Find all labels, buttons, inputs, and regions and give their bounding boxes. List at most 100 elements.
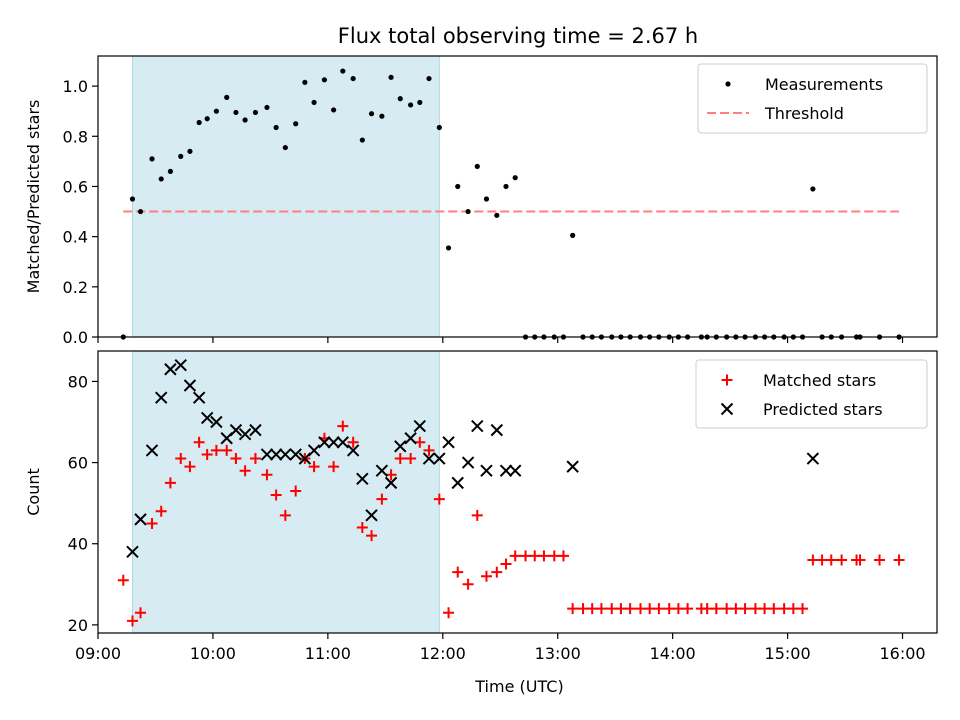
- measurement-point: [242, 117, 248, 123]
- y-axis-label: Count: [24, 468, 43, 516]
- measurement-point: [408, 102, 414, 108]
- matched-star-point: [520, 550, 532, 562]
- predicted-star-point: [346, 444, 360, 457]
- matched-star-point: [529, 550, 541, 562]
- matched-star-point: [606, 603, 618, 615]
- y-tick-label: 60: [68, 454, 88, 473]
- legend-threshold-label: Threshold: [764, 104, 844, 123]
- matched-star-point: [797, 603, 809, 615]
- predicted-star-point: [375, 464, 389, 477]
- predicted-star-point: [269, 448, 283, 461]
- matched-star-point: [452, 566, 464, 578]
- matched-star-point: [595, 603, 607, 615]
- matched-star-point: [807, 554, 819, 566]
- x-tick-label: 16:00: [879, 644, 925, 663]
- measurement-point: [417, 99, 423, 106]
- measurement-point: [494, 212, 500, 218]
- matched-star-point: [261, 469, 273, 481]
- predicted-star-point: [480, 464, 493, 477]
- matched-star-point: [471, 509, 483, 521]
- matched-star-point: [337, 420, 349, 432]
- y-tick-label: 0.4: [63, 228, 88, 247]
- measurement-point: [178, 153, 184, 159]
- legend-matched-label: Matched stars: [763, 371, 876, 390]
- chart-title: Flux total observing time = 2.67 h: [338, 24, 698, 48]
- x-tick-label: 12:00: [420, 644, 466, 663]
- predicted-star-point: [394, 440, 407, 453]
- measurement-point: [293, 121, 299, 127]
- measurement-point: [129, 196, 136, 202]
- predicted-star-point: [336, 436, 350, 449]
- measurement-point: [252, 109, 259, 116]
- predicted-star-point: [451, 476, 464, 490]
- measurement-point: [204, 116, 210, 122]
- predicted-star-point: [471, 419, 484, 433]
- matched-star-point: [548, 550, 560, 562]
- predicted-star-point: [200, 411, 214, 425]
- matched-star-point: [710, 603, 722, 615]
- matched-star-point: [816, 554, 828, 566]
- matched-star-point: [825, 554, 837, 566]
- matched-star-point: [443, 607, 455, 619]
- plot-frame: [97, 55, 938, 338]
- measurement-point: [397, 96, 403, 102]
- matched-star-point: [414, 436, 426, 448]
- measurement-point: [810, 186, 816, 192]
- y-axis-label: Matched/Predicted stars: [24, 100, 43, 294]
- predicted-star-point: [145, 444, 159, 457]
- predicted-star-point: [508, 464, 522, 477]
- matched-star-point: [893, 554, 905, 566]
- matched-star-point: [308, 461, 320, 473]
- legend-predicted-label: Predicted stars: [763, 400, 883, 419]
- predicted-star-point: [461, 456, 475, 469]
- y-tick-label: 20: [68, 616, 88, 635]
- matched-star-point: [663, 603, 675, 615]
- legend-bottom: Matched stars Predicted stars: [695, 359, 928, 429]
- observing-window-span: [132, 56, 440, 337]
- x-tick-label: 10:00: [190, 644, 236, 663]
- matched-star-point: [836, 554, 848, 566]
- measurement-point: [340, 68, 346, 74]
- matched-star-point: [854, 554, 866, 566]
- matched-star-point: [500, 558, 512, 570]
- measurement-point: [483, 196, 490, 202]
- measurement-point: [426, 75, 432, 82]
- matched-star-point: [730, 603, 742, 615]
- y-tick-label: 1.0: [63, 77, 88, 96]
- predicted-star-point: [806, 452, 820, 465]
- matched-star-point: [135, 607, 147, 619]
- measurement-point: [233, 109, 239, 116]
- matched-star-point: [491, 566, 503, 578]
- matched-star-point: [567, 603, 579, 615]
- measurement-point: [213, 108, 219, 114]
- matched-star-point: [249, 453, 261, 465]
- matched-star-point: [768, 603, 780, 615]
- measurement-point: [187, 148, 193, 154]
- measurement-point: [455, 183, 461, 190]
- predicted-star-point: [289, 448, 302, 461]
- measurement-point: [368, 111, 375, 117]
- predicted-star-point: [422, 452, 436, 465]
- measurement-point: [503, 183, 509, 190]
- predicted-star-point: [183, 379, 197, 392]
- predicted-star-point: [327, 436, 340, 449]
- legend-measurements-label: Measurements: [765, 75, 883, 94]
- predicted-star-point: [210, 415, 223, 429]
- legend-measurements-marker: [725, 81, 731, 87]
- matched-star-point: [126, 615, 138, 627]
- matched-star-point: [201, 448, 213, 460]
- matched-star-point: [221, 444, 233, 456]
- counts-panel: 20 40 60 80 09:00 10:00 11:00 12:00 13:00 14:00 15…: [24, 350, 938, 696]
- matched-star-point: [538, 550, 550, 562]
- matched-star-point: [155, 505, 167, 517]
- matched-star-point: [117, 574, 129, 586]
- x-tick-label: 11:00: [305, 644, 351, 663]
- matched-star-point: [164, 477, 176, 489]
- matched-star-point: [423, 444, 435, 456]
- measurement-point: [388, 74, 394, 80]
- measurement-point: [359, 137, 365, 143]
- measurement-point: [512, 175, 518, 181]
- predicted-star-point: [134, 513, 147, 526]
- predicted-star-point: [384, 476, 398, 490]
